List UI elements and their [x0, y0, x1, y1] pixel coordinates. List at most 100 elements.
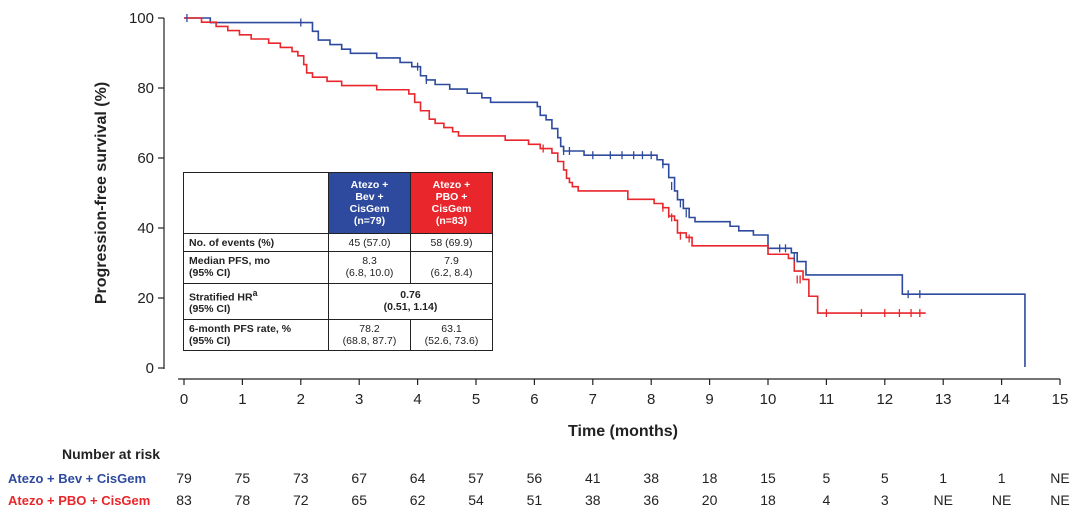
risk-table-title: Number at risk — [62, 446, 160, 462]
risk-count: 5 — [881, 470, 889, 486]
x-tick-label: 11 — [819, 391, 835, 408]
median-atezo-pbo-cell: 7.9 (6.2, 8.4) — [410, 251, 493, 284]
x-tick-label: 13 — [935, 391, 952, 408]
y-tick-label: 0 — [146, 360, 154, 377]
x-tick-label: 0 — [180, 391, 188, 408]
risk-count: NE — [992, 492, 1011, 508]
km-curve-atezo-bev — [184, 17, 1026, 367]
x-tick-label: 15 — [1052, 391, 1069, 408]
median-atezo-bev-ci: (6.8, 10.0) — [345, 267, 394, 280]
risk-count: 18 — [760, 492, 776, 508]
y-tick-label: 40 — [137, 220, 154, 237]
summary-table: Atezo + Bev + CisGem (n=79) Atezo + PBO … — [183, 172, 493, 352]
events-label: No. of events (%) — [183, 232, 329, 253]
x-tick-label: 9 — [705, 391, 713, 408]
risk-count: NE — [1050, 492, 1069, 508]
survival-curves — [184, 17, 1026, 367]
hr-label-ci: (95% CI) — [189, 303, 231, 316]
rate-atezo-bev: 78.2 — [359, 322, 380, 335]
x-tick-label: 12 — [876, 391, 893, 408]
risk-count: 75 — [235, 470, 251, 486]
rate-atezo-bev-ci: (68.8, 87.7) — [342, 334, 397, 347]
rate-label: 6-month PFS rate, % — [189, 322, 292, 335]
x-tick-label: 6 — [530, 391, 538, 408]
risk-count: 3 — [881, 492, 889, 508]
risk-count: 41 — [585, 470, 601, 486]
median-atezo-pbo: 7.9 — [444, 255, 459, 268]
table-header-row: Atezo + Bev + CisGem (n=79) Atezo + PBO … — [183, 172, 493, 234]
x-tick-label: 4 — [413, 391, 421, 408]
table-row: Stratified HRa (95% CI) 0.76 (0.51, 1.14… — [183, 282, 493, 320]
hr-value: 0.76 — [400, 289, 421, 302]
risk-count: 4 — [823, 492, 831, 508]
risk-count: 20 — [702, 492, 718, 508]
risk-row-label-atezo-pbo: Atezo + PBO + CisGem — [8, 493, 150, 508]
table-row: 6-month PFS rate, % (95% CI) 78.2 (68.8,… — [183, 318, 493, 352]
risk-count: 64 — [410, 470, 426, 486]
hr-label-cell: Stratified HRa (95% CI) — [183, 282, 329, 320]
x-tick-label: 1 — [238, 391, 246, 408]
risk-count: 18 — [702, 470, 718, 486]
hr-value-cell: 0.76 (0.51, 1.14) — [328, 282, 493, 320]
risk-count: 72 — [293, 492, 309, 508]
axes — [163, 18, 1060, 380]
risk-count: 36 — [643, 492, 659, 508]
x-axis-title: Time (months) — [568, 423, 678, 440]
risk-count: 1 — [998, 470, 1006, 486]
risk-count: 38 — [585, 492, 601, 508]
table-row: No. of events (%) 45 (57.0) 58 (69.9) — [183, 232, 493, 253]
events-atezo-bev: 45 (57.0) — [328, 232, 411, 253]
risk-count: 51 — [527, 492, 543, 508]
rate-atezo-pbo-cell: 63.1 (52.6, 73.6) — [410, 318, 493, 352]
y-tick-label: 100 — [129, 10, 154, 27]
censor-marks — [186, 14, 921, 318]
risk-count: 5 — [823, 470, 831, 486]
header-atezo-bev: Atezo + Bev + CisGem (n=79) — [328, 172, 411, 234]
risk-count: NE — [1050, 470, 1069, 486]
risk-count: 65 — [351, 492, 367, 508]
rate-label-cell: 6-month PFS rate, % (95% CI) — [183, 318, 329, 352]
risk-count: 67 — [351, 470, 367, 486]
rate-atezo-pbo: 63.1 — [441, 322, 462, 335]
x-tick-label: 2 — [297, 391, 305, 408]
hr-footnote-mark: a — [252, 287, 258, 298]
rate-atezo-pbo-ci: (52.6, 73.6) — [424, 334, 479, 347]
y-tick-label: 20 — [137, 290, 154, 307]
risk-count: 62 — [410, 492, 426, 508]
table-corner-cell — [183, 172, 329, 234]
median-label-ci: (95% CI) — [189, 267, 231, 280]
risk-count: 73 — [293, 470, 309, 486]
hr-ci: (0.51, 1.14) — [383, 301, 438, 314]
km-curve-atezo-pbo — [184, 17, 926, 314]
y-tick-label: 60 — [137, 150, 154, 167]
risk-count: NE — [933, 492, 952, 508]
x-tick-label: 5 — [472, 391, 480, 408]
rate-atezo-bev-cell: 78.2 (68.8, 87.7) — [328, 318, 411, 352]
y-tick-label: 80 — [137, 80, 154, 97]
median-atezo-pbo-ci: (6.2, 8.4) — [430, 267, 473, 280]
risk-count: 54 — [468, 492, 484, 508]
x-tick-label: 14 — [993, 391, 1010, 408]
y-axis-title: Progression-free survival (%) — [93, 82, 110, 304]
x-tick-label: 10 — [760, 391, 777, 408]
median-label: Median PFS, mo — [189, 255, 271, 268]
risk-count: 78 — [235, 492, 251, 508]
hr-label: Stratified HR — [189, 291, 253, 304]
risk-count: 83 — [176, 492, 192, 508]
median-label-cell: Median PFS, mo (95% CI) — [183, 251, 329, 284]
median-atezo-bev-cell: 8.3 (6.8, 10.0) — [328, 251, 411, 284]
header-atezo-pbo: Atezo + PBO + CisGem (n=83) — [410, 172, 493, 234]
median-atezo-bev: 8.3 — [362, 255, 377, 268]
risk-count: 38 — [643, 470, 659, 486]
risk-count: 15 — [760, 470, 776, 486]
risk-count: 1 — [939, 470, 947, 486]
table-row: Median PFS, mo (95% CI) 8.3 (6.8, 10.0) … — [183, 251, 493, 284]
events-atezo-pbo: 58 (69.9) — [410, 232, 493, 253]
risk-count: 56 — [527, 470, 543, 486]
risk-count: 79 — [176, 470, 192, 486]
x-tick-label: 7 — [589, 391, 597, 408]
x-tick-label: 3 — [355, 391, 363, 408]
